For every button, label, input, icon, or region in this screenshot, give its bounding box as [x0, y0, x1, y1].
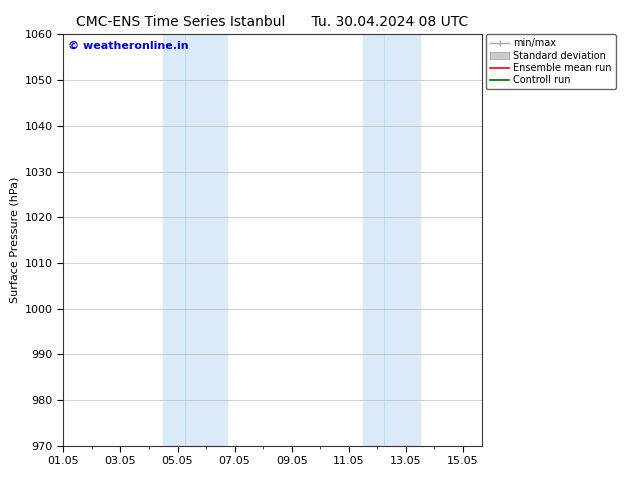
Bar [363, 34, 420, 446]
Legend: min/max, Standard deviation, Ensemble mean run, Controll run: min/max, Standard deviation, Ensemble me… [486, 34, 616, 89]
Y-axis label: Surface Pressure (hPa): Surface Pressure (hPa) [10, 177, 19, 303]
Text: © weatheronline.in: © weatheronline.in [68, 41, 188, 50]
Title: CMC-ENS Time Series Istanbul      Tu. 30.04.2024 08 UTC: CMC-ENS Time Series Istanbul Tu. 30.04.2… [77, 15, 469, 29]
Bar [163, 34, 228, 446]
